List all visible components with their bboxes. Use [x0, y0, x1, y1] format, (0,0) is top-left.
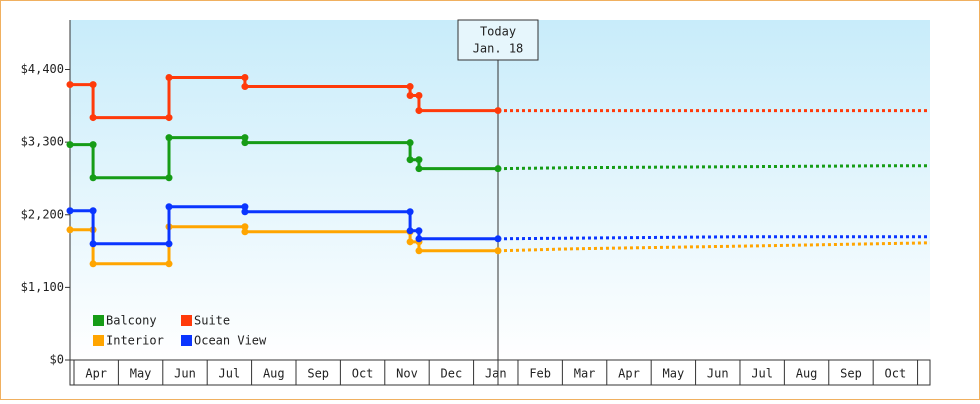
step-corner: [415, 156, 423, 164]
point: [89, 114, 97, 122]
point: [66, 207, 74, 215]
x-tick-label: May: [130, 367, 152, 381]
point: [165, 203, 173, 211]
point: [66, 141, 74, 149]
x-tick-label: Dec: [441, 367, 463, 381]
step-corner: [415, 227, 423, 235]
y-tick-label: $4,400: [21, 62, 64, 76]
x-tick-label: Jan: [485, 367, 507, 381]
step-corner: [406, 208, 414, 216]
point: [241, 139, 249, 147]
step-corner: [241, 203, 249, 211]
point: [415, 165, 423, 173]
point: [406, 238, 414, 246]
legend-label: Balcony: [106, 314, 157, 328]
x-tick-label: Oct: [352, 367, 374, 381]
step-corner: [165, 260, 173, 268]
y-tick-label: $1,100: [21, 280, 64, 294]
x-tick-label: May: [663, 367, 685, 381]
legend-swatch: [181, 315, 192, 326]
legend-swatch: [181, 335, 192, 346]
x-tick-label: Aug: [263, 367, 285, 381]
point: [415, 247, 423, 255]
today-label: Today: [480, 25, 516, 39]
x-tick-label: Nov: [396, 367, 418, 381]
y-tick-label: $3,300: [21, 135, 64, 149]
x-tick-label: Apr: [85, 367, 107, 381]
legend-swatch: [93, 315, 104, 326]
point: [415, 107, 423, 115]
point: [89, 240, 97, 248]
point: [415, 235, 423, 243]
x-axis-band: [69, 359, 931, 386]
point: [494, 165, 502, 173]
point: [66, 81, 74, 89]
x-tick-label: Oct: [885, 367, 907, 381]
legend-label: Suite: [194, 314, 230, 328]
legend-label: Interior: [106, 334, 164, 348]
step-corner: [241, 74, 249, 82]
forecast-line: [497, 241, 931, 253]
point: [406, 227, 414, 235]
point: [89, 174, 97, 182]
today-box: [457, 19, 539, 61]
legend-label: Ocean View: [194, 334, 267, 348]
point: [165, 134, 173, 142]
x-tick-label: Apr: [618, 367, 640, 381]
x-tick-label: Jul: [751, 367, 773, 381]
point: [406, 156, 414, 164]
point: [494, 235, 502, 243]
step-corner: [89, 207, 97, 215]
step-corner: [165, 174, 173, 182]
x-tick-label: Aug: [796, 367, 818, 381]
forecast-line: [497, 164, 930, 171]
step-corner: [415, 92, 423, 100]
point: [66, 226, 74, 234]
x-tick-label: Feb: [529, 367, 551, 381]
point: [494, 107, 502, 115]
y-tick-label: $0: [50, 353, 64, 367]
step-corner: [165, 240, 173, 248]
step-corner: [241, 223, 249, 231]
point: [165, 74, 173, 82]
point: [494, 247, 502, 255]
step-corner: [89, 81, 97, 89]
point: [241, 83, 249, 91]
today-label: Jan. 18: [473, 42, 524, 56]
x-tick-label: Jun: [174, 367, 196, 381]
point: [241, 208, 249, 216]
x-tick-label: Jul: [219, 367, 241, 381]
point: [241, 228, 249, 236]
x-tick-label: Sep: [840, 367, 862, 381]
step-corner: [89, 141, 97, 149]
step-corner: [165, 114, 173, 122]
x-tick-label: Mar: [574, 367, 596, 381]
point: [89, 260, 97, 268]
legend-swatch: [93, 335, 104, 346]
step-corner: [406, 83, 414, 91]
plot-area: [70, 20, 930, 360]
point: [406, 92, 414, 100]
x-tick-label: Sep: [307, 367, 329, 381]
x-tick-label: Jun: [707, 367, 729, 381]
step-corner: [406, 139, 414, 147]
step-corner: [241, 134, 249, 142]
y-tick-label: $2,200: [21, 207, 64, 221]
